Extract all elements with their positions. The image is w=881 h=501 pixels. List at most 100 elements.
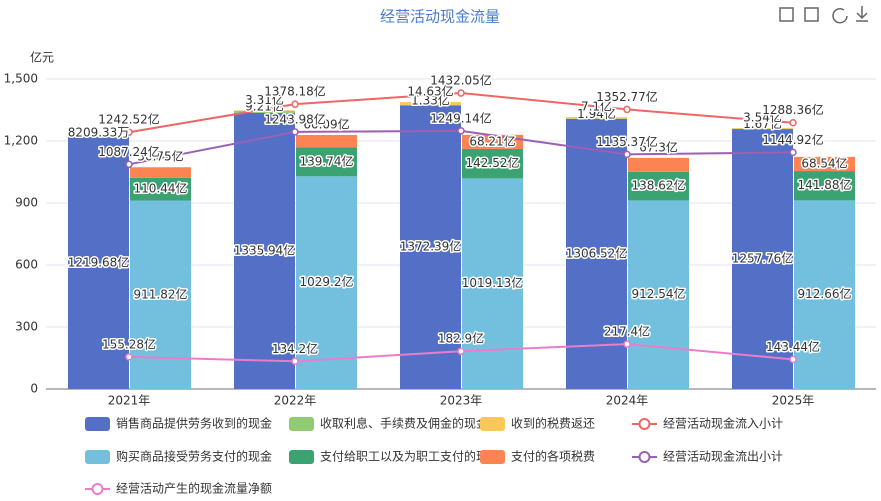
icon-download[interactable] <box>856 6 868 22</box>
bar-segment <box>566 117 627 119</box>
icon-data[interactable] <box>804 7 819 22</box>
line-point <box>125 128 133 136</box>
bar-segment <box>130 167 191 178</box>
data-label: 1019.13亿 <box>462 275 524 290</box>
bar-segment <box>628 171 689 201</box>
y-tick-label: 900 <box>15 196 38 210</box>
legend-label: 支付给职工以及为职工支付的现金 <box>320 449 500 464</box>
y-unit: 亿元 <box>30 50 54 65</box>
data-label: 912.54亿 <box>632 286 686 301</box>
bar-segment <box>234 111 295 113</box>
bar-segment <box>400 102 461 106</box>
y-tick-label: 600 <box>15 258 38 272</box>
line-point <box>789 148 797 157</box>
y-tick-label: 1,500 <box>4 72 38 86</box>
data-label: 138.62亿 <box>632 178 686 193</box>
line-point <box>291 128 299 136</box>
data-label: 1372.39亿 <box>400 239 462 254</box>
bar-segment <box>628 200 689 389</box>
data-label: 1257.76亿 <box>732 251 794 266</box>
data-label: 7.1亿 <box>581 99 612 114</box>
line-point <box>291 100 299 108</box>
data-label: 1288.36亿 <box>762 102 824 117</box>
bar-segment <box>628 157 689 172</box>
chart-title: 经营活动现金流量 <box>380 8 500 26</box>
legend-swatch <box>85 417 110 431</box>
legend-item[interactable]: 经营活动现金流出小计 <box>632 449 783 464</box>
data-label: 1243.98亿 <box>264 111 326 126</box>
data-label: 1352.77亿 <box>596 89 658 104</box>
legend-item[interactable]: 经营活动现金流入小计 <box>632 416 783 431</box>
bar-segment <box>296 147 357 177</box>
bar-segment <box>130 177 191 201</box>
line-point <box>623 340 631 348</box>
bar-segment <box>732 129 793 389</box>
bar-segment <box>234 110 295 112</box>
legend-label: 经营活动现金流入小计 <box>663 416 783 431</box>
data-label: 912.66亿 <box>798 286 852 301</box>
x-tick-label: 2023年 <box>440 394 483 408</box>
data-label: 3.31亿 <box>245 92 284 107</box>
line-point <box>457 89 465 97</box>
bar-segment <box>68 136 129 389</box>
legend-swatch <box>91 483 104 495</box>
legend-label: 经营活动现金流出小计 <box>663 449 783 464</box>
legend-item[interactable]: 收取利息、手续费及佣金的现金 <box>289 416 488 432</box>
line-point <box>291 357 299 366</box>
bar-segment <box>400 105 461 389</box>
data-label: 1306.52亿 <box>566 245 628 260</box>
legend-swatch <box>480 450 505 464</box>
bar-segment <box>462 178 523 389</box>
data-label: 1378.18亿 <box>264 84 326 99</box>
bar-segment <box>794 200 855 389</box>
toolbar[interactable] <box>779 6 868 24</box>
data-label: 1144.92亿 <box>762 132 824 147</box>
data-label: 142.52亿 <box>466 155 520 170</box>
data-label: 217.4亿 <box>604 324 650 339</box>
legend-label: 购买商品接受劳务支付的现金 <box>116 449 272 464</box>
line-point <box>457 127 465 135</box>
data-label: 1029.2亿 <box>300 274 354 289</box>
data-label: 68.21亿 <box>469 133 515 148</box>
legend-item[interactable]: 支付给职工以及为职工支付的现金 <box>289 449 500 465</box>
x-tick-label: 2022年 <box>274 394 317 408</box>
data-label: 14.63亿 <box>407 84 453 99</box>
data-label: 1219.68亿 <box>68 254 130 269</box>
data-label: 1249.14亿 <box>430 110 492 125</box>
x-tick-label: 2021年 <box>108 394 151 408</box>
legend-swatch <box>85 450 110 464</box>
bar-segment <box>794 156 855 172</box>
data-label: 3.54亿 <box>743 109 782 124</box>
legend-item[interactable]: 购买商品接受劳务支付的现金 <box>85 449 272 465</box>
legend-item[interactable]: 收到的税费返还 <box>480 416 595 432</box>
icon-refresh[interactable] <box>832 8 848 24</box>
icon-table[interactable] <box>779 7 794 22</box>
legend-label: 支付的各项税费 <box>511 449 595 464</box>
y-tick-label: 1,200 <box>4 134 38 148</box>
data-label: 141.88亿 <box>798 177 852 192</box>
line-point <box>789 118 797 127</box>
bar-segment <box>234 112 295 389</box>
legend-label: 收取利息、手续费及佣金的现金 <box>320 416 488 431</box>
line-point <box>789 355 797 364</box>
data-label: 1.94亿 <box>577 106 616 121</box>
legend-item[interactable]: 经营活动产生的现金流量净额 <box>85 481 272 496</box>
x-tick-label: 2024年 <box>606 394 649 408</box>
data-label: 8209.33万 <box>68 125 130 139</box>
data-label: 60.09亿 <box>303 117 349 132</box>
legend-swatch <box>480 417 505 431</box>
bar-segment <box>462 148 523 179</box>
y-tick-label: 300 <box>15 320 38 334</box>
y-tick-label: 0 <box>30 382 38 396</box>
legend-item[interactable]: 销售商品提供劳务收到的现金 <box>85 416 272 432</box>
line-point <box>457 347 465 355</box>
bar-segment <box>296 176 357 389</box>
data-label: 1335.94亿 <box>234 242 296 257</box>
data-label: 1135.37亿 <box>596 134 658 149</box>
data-label: 9.21亿 <box>245 99 284 114</box>
data-label: 1.67亿 <box>743 116 782 131</box>
legend-swatch <box>638 451 651 463</box>
legend-item[interactable]: 支付的各项税费 <box>480 449 595 465</box>
